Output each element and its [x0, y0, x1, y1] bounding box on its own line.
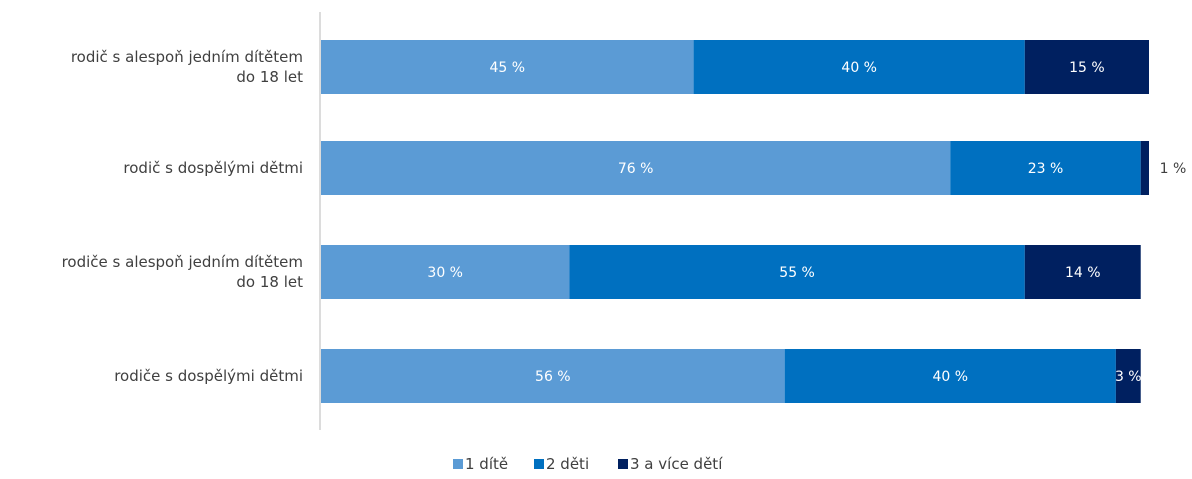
data-label: 15 % [1069, 60, 1105, 76]
bar-segment [321, 349, 785, 403]
bar-segment [1140, 141, 1149, 195]
bar-segment [1115, 349, 1141, 403]
data-label: 45 % [490, 60, 526, 76]
bar-segment [1024, 40, 1149, 94]
legend-label: 3 a více dětí [630, 455, 723, 473]
bar-segment [321, 245, 570, 299]
category-label-line: do 18 let [236, 273, 303, 291]
data-label: 14 % [1065, 265, 1101, 281]
data-label: 1 % [1160, 161, 1187, 177]
bar-segment [950, 141, 1141, 195]
data-label: 76 % [618, 161, 654, 177]
bar-segment [321, 141, 951, 195]
legend-swatch [534, 459, 544, 469]
category-label: rodič s alespoň jedním dítětem do 18 let [71, 48, 303, 86]
bar-segment [569, 245, 1025, 299]
legend-label: 2 děti [546, 455, 589, 473]
category-label: rodiče s alespoň jedním dítětem do 18 let [62, 253, 304, 291]
category-label-line: rodiče s dospělými dětmi [114, 367, 303, 385]
data-label: 56 % [535, 369, 571, 385]
data-label: 40 % [932, 369, 968, 385]
bar-segment [693, 40, 1025, 94]
category-label: rodiče s dospělými dětmi [114, 367, 303, 385]
legend-swatch [453, 459, 463, 469]
category-label: rodič s dospělými dětmi [123, 159, 303, 177]
legend-swatch [618, 459, 628, 469]
bar-segment [1024, 245, 1141, 299]
category-label-line: do 18 let [236, 68, 303, 86]
category-label-line: rodiče s alespoň jedním dítětem [62, 253, 303, 271]
bar-segment [784, 349, 1116, 403]
category-label-line: rodič s alespoň jedním dítětem [71, 48, 303, 66]
legend-label: 1 dítě [465, 455, 508, 473]
category-label-line: rodič s dospělými dětmi [123, 159, 303, 177]
bars [321, 40, 1149, 403]
bar-segment [321, 40, 694, 94]
data-label: 55 % [779, 265, 815, 281]
legend: 1 dítě 2 děti 3 a více dětí [453, 455, 723, 473]
data-label: 3 % [1115, 369, 1142, 385]
data-label: 30 % [427, 265, 463, 281]
data-labels: 45 % 40 % 15 % 76 % 23 % 1 % 30 % 55 % 14 % 56 % 4… [427, 60, 1186, 385]
category-labels: rodič s alespoň jedním dítětem do 18 letr… [62, 48, 304, 385]
data-label: 23 % [1028, 161, 1064, 177]
data-label: 40 % [841, 60, 877, 76]
